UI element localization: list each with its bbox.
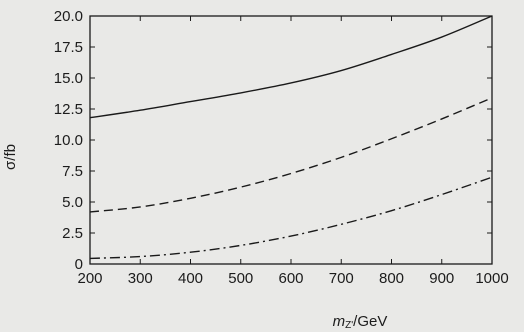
x-tick-label: 800 [379,270,404,287]
y-axis-label: σ/fb [2,144,19,170]
x-tick-label: 1000 [475,270,508,287]
y-tick-label: 10.0 [54,132,83,149]
y-tick-label: 7.5 [62,163,83,180]
x-axis-label-subscript: Z' [345,320,353,331]
y-tick-label: 12.5 [54,101,83,118]
x-axis-label-unit: /GeV [353,313,387,330]
x-tick-label: 200 [77,270,102,287]
x-tick-label: 600 [278,270,303,287]
series-line-dashdot [89,176,493,260]
x-axis-label: mZ'/GeV [333,313,388,331]
x-tick-label: 400 [178,270,203,287]
x-tick-label: 300 [128,270,153,287]
y-tick-label: 5.0 [62,194,83,211]
y-tick-label: 15.0 [54,70,83,87]
axis-ticks: 200 300 400 500 600 700 800 900 1000 0 2.5 5.0 7.5 10… [54,8,509,287]
plot-frame [89,15,493,265]
y-tick-label: 20.0 [54,8,83,25]
y-tick-label: 2.5 [62,225,83,242]
series-line-solid [89,15,493,119]
x-tick-label: 700 [329,270,354,287]
x-tick-label: 500 [228,270,253,287]
y-tick-label: 17.5 [54,39,83,56]
x-tick-label: 900 [429,270,454,287]
y-tick-label: 0 [75,256,83,273]
series-line-dashed [89,97,493,213]
x-axis-label-symbol: m [333,313,346,330]
series-lines [89,15,493,260]
